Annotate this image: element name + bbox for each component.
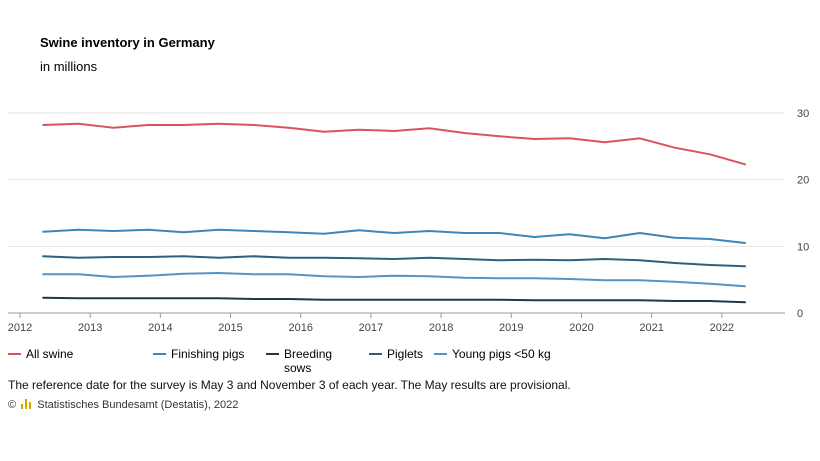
copyright-symbol: © — [8, 399, 17, 411]
y-axis-ticks: 0 10 20 30 — [797, 108, 809, 320]
y-tick-label: 0 — [797, 308, 803, 320]
x-tick-label: 2018 — [429, 322, 453, 334]
y-tick-label: 10 — [797, 241, 809, 253]
y-tick-label: 20 — [797, 175, 809, 187]
swine-line-chart: 0 10 20 30 2012 2013 2014 2015 2016 2017 2018 2019… — [8, 108, 809, 334]
grid-lines — [8, 112, 785, 314]
legend-swatch — [434, 353, 447, 355]
chart-subtitle: in millions — [40, 59, 98, 74]
x-tick-label: 2019 — [499, 322, 523, 334]
series-line-young-pigs-50-kg — [42, 272, 746, 288]
legend-label: Young pigs <50 kg — [452, 347, 551, 361]
x-tick-label: 2012 — [8, 322, 32, 334]
x-tick-label: 2017 — [359, 322, 383, 334]
legend-swatch — [266, 353, 279, 355]
x-tick-label: 2021 — [639, 322, 663, 334]
legend-swatch — [369, 353, 382, 355]
series-lines — [42, 122, 746, 304]
legend-label: Finishing pigs — [171, 347, 245, 361]
source-text: Statistisches Bundesamt (Destatis), 2022 — [37, 399, 239, 411]
legend-label: All swine — [26, 347, 74, 361]
series-line-all-swine — [42, 122, 746, 166]
source-credit: © Statistisches Bundesamt (Destatis), 20… — [8, 399, 238, 411]
series-line-finishing-pigs — [42, 228, 746, 244]
x-tick-label: 2022 — [710, 322, 734, 334]
x-tick-label: 2015 — [218, 322, 242, 334]
chart-title: Swine inventory in Germany — [40, 35, 215, 50]
legend-label: Piglets — [387, 347, 424, 361]
x-tick-label: 2016 — [288, 322, 312, 334]
series-line-breeding-sows — [42, 296, 746, 304]
x-tick-label: 2014 — [148, 322, 172, 334]
x-tick-label: 2013 — [78, 322, 102, 334]
x-tick-label: 2020 — [569, 322, 593, 334]
series-line-piglets — [42, 255, 746, 268]
chart-legend: All swine Finishing pigs Breeding sows Pigl… — [8, 347, 608, 377]
legend-swatch — [153, 353, 166, 355]
destatis-logo-icon — [21, 399, 32, 409]
legend-label: Breeding sows — [284, 347, 333, 375]
x-axis-ticks: 2012 2013 2014 2015 2016 2017 2018 2019 2020 2021… — [8, 313, 734, 334]
y-tick-label: 30 — [797, 108, 809, 120]
legend-swatch — [8, 353, 21, 355]
footnote: The reference date for the survey is May… — [8, 378, 571, 392]
